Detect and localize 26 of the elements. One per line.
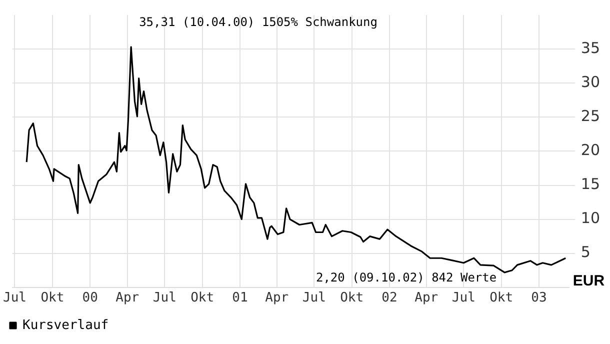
x-tick-label: Jul: [3, 290, 26, 306]
x-tick-label: Okt: [340, 290, 364, 306]
x-tick-label: 03: [531, 290, 547, 306]
x-tick-label: Apr: [265, 290, 289, 306]
y-axis-title: EUR: [572, 272, 605, 290]
annotation: 2,20 (09.10.02) 842 Werte: [316, 270, 497, 285]
y-tick-label: 30: [580, 72, 600, 91]
y-tick-label: 35: [580, 38, 600, 57]
y-tick-label: 25: [580, 107, 600, 126]
x-tick-label: 00: [82, 290, 98, 306]
x-tick-label: 01: [232, 290, 248, 306]
x-tick-label: Okt: [190, 290, 214, 306]
x-tick-label: 02: [382, 290, 398, 306]
x-tick-label: Okt: [40, 290, 64, 306]
y-tick-label: 20: [580, 141, 600, 160]
annotation: 35,31 (10.04.00) 1505% Schwankung: [139, 15, 378, 30]
x-tick-label: Jul: [152, 290, 176, 306]
x-tick-label: Jul: [302, 290, 326, 306]
y-tick-label: 5: [580, 243, 590, 262]
x-tick-label: Jul: [452, 290, 476, 306]
y-tick-label: 15: [580, 175, 600, 194]
x-tick-label: Apr: [414, 290, 438, 306]
y-tick-label: 10: [580, 209, 600, 228]
legend-label: Kursverlauf: [22, 318, 109, 333]
x-tick-label: Okt: [490, 290, 514, 306]
x-tick-label: Apr: [116, 290, 140, 306]
